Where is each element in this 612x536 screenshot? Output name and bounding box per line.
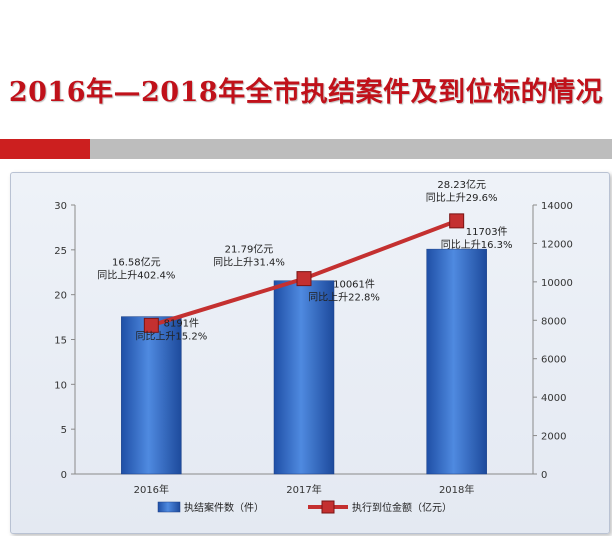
amount-change-label: 同比上升31.4% — [213, 257, 285, 269]
y-right-tick-label: 8000 — [541, 316, 566, 327]
bar — [426, 248, 487, 475]
line-point — [449, 213, 465, 229]
amount-value-label: 28.23亿元 — [437, 178, 486, 191]
count-change-label: 同比上升16.3% — [441, 239, 513, 251]
y-left-tick-label: 10 — [54, 380, 67, 391]
legend-line-label: 执行到位金额（亿元） — [352, 501, 452, 514]
bar — [121, 316, 182, 475]
y-left-tick-label: 0 — [61, 470, 67, 481]
y-left-tick-label: 30 — [54, 201, 67, 212]
amount-change-label: 同比上升402.4% — [97, 269, 175, 281]
y-right-tick-label: 0 — [541, 470, 547, 481]
legend-line-marker — [321, 500, 335, 514]
count-value-label: 11703件 — [466, 226, 508, 238]
amount-change-label: 同比上升29.6% — [426, 192, 498, 204]
y-right-tick-label: 10000 — [541, 278, 573, 289]
amount-value-label: 16.58亿元 — [112, 255, 161, 268]
y-left-tick-label: 5 — [61, 425, 67, 436]
page-title: 2016年—2018年全市执结案件及到位标的情况 — [8, 77, 604, 108]
count-change-label: 同比上升22.8% — [308, 292, 380, 304]
y-left-tick-label: 15 — [54, 336, 67, 347]
count-value-label: 10061件 — [333, 279, 375, 291]
y-right-tick-label: 12000 — [541, 239, 573, 250]
line-point — [143, 317, 159, 333]
bar — [273, 280, 335, 475]
legend-bar-swatch — [157, 501, 181, 513]
x-tick-label: 2017年 — [286, 483, 321, 496]
y-left-tick-label: 20 — [54, 291, 67, 302]
x-tick-label: 2018年 — [439, 483, 474, 496]
legend-bar-label: 执结案件数（件） — [184, 501, 264, 514]
y-right-tick-label: 6000 — [541, 355, 566, 366]
y-left-tick-label: 25 — [54, 246, 67, 257]
y-right-tick-label: 4000 — [541, 393, 566, 404]
amount-value-label: 21.79亿元 — [225, 243, 274, 256]
title-accent-band — [0, 139, 90, 159]
x-tick-label: 2016年 — [134, 483, 169, 496]
y-right-tick-label: 2000 — [541, 432, 566, 443]
line-point — [296, 271, 312, 287]
title-gray-band — [90, 139, 612, 159]
y-right-tick-label: 14000 — [541, 201, 573, 212]
count-value-label: 8191件 — [164, 317, 199, 329]
count-change-label: 同比上升15.2% — [135, 330, 207, 342]
